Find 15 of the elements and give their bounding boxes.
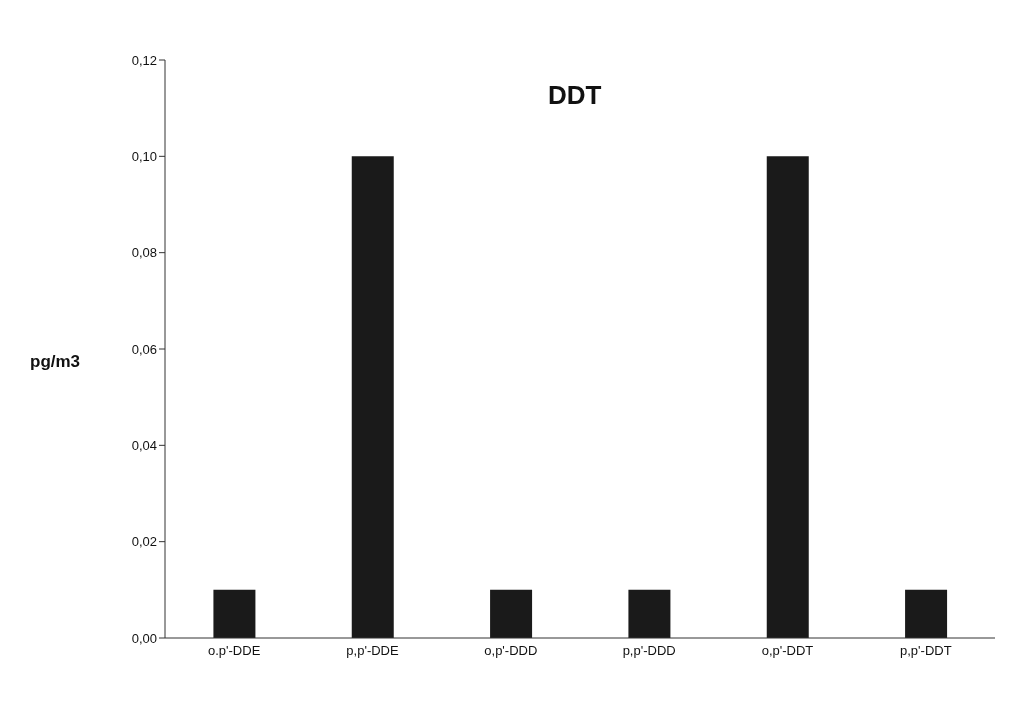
x-tick-label: p,p'-DDD [622, 643, 676, 659]
x-tick-label: o.p'-DDE [207, 643, 261, 659]
x-tick-label: p,p'-DDT [900, 643, 952, 659]
y-tick-label: 0,04 [131, 437, 157, 453]
y-tick-label: 0,08 [131, 245, 157, 261]
y-tick-label: 0,00 [131, 630, 157, 646]
text: DDT [548, 80, 602, 111]
y-tick-label: 0,10 [131, 148, 157, 164]
y-tick-label: 0,12 [131, 52, 157, 68]
y-tick-label: 0,06 [131, 341, 157, 357]
y-tick-label: 0,02 [131, 534, 157, 550]
y-axis-title: pg/m3 [30, 352, 81, 372]
x-tick-label: o,p'-DDD [484, 643, 538, 659]
x-tick-label: o,p'-DDT [761, 643, 814, 659]
x-tick-label: p,p'-DDE [346, 643, 399, 659]
